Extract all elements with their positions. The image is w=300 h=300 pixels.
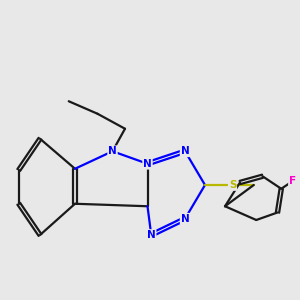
Text: N: N [108, 146, 117, 156]
Text: N: N [143, 159, 152, 169]
Text: F: F [289, 176, 296, 186]
Text: N: N [181, 214, 189, 224]
Text: N: N [147, 230, 156, 240]
Text: N: N [181, 146, 189, 156]
Text: S: S [229, 180, 236, 190]
